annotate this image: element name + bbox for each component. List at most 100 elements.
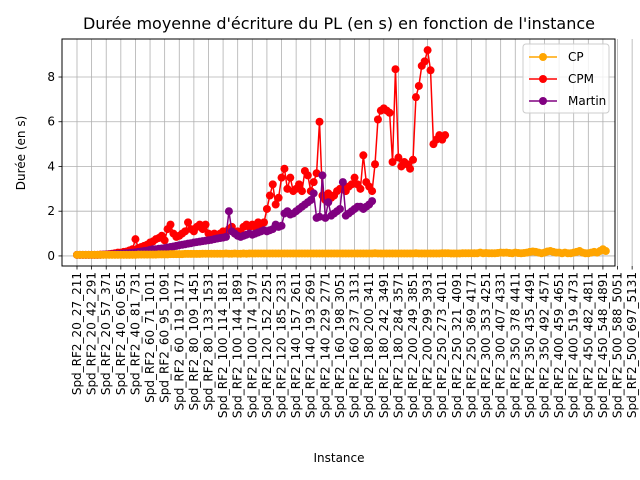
y-axis-label: Durée (en s) <box>14 116 28 191</box>
data-point <box>303 171 312 180</box>
data-point <box>297 187 306 196</box>
x-tick-label: Spd_RF2_20_27_211 <box>70 272 84 395</box>
data-point <box>274 193 283 202</box>
legend: CP CPM Martin <box>522 43 610 114</box>
x-tick-label: Spd_RF2_160_237_3131 <box>348 272 362 418</box>
x-axis: Spd_RF2_20_27_211 Spd_RF2_20_42_291 Spd_RF… <box>70 266 639 418</box>
y-tick-label: 6 <box>47 115 55 129</box>
x-tick-label: Spd_RF2_250_369_4171 <box>464 272 478 418</box>
x-tick-label: Spd_RF2_350_492_4571 <box>537 272 551 418</box>
data-point <box>324 198 333 207</box>
x-tick-label: Spd_RF2_40_81_731 <box>128 272 142 395</box>
x-tick-label: Spd_RF2_40_60_651 <box>114 272 128 395</box>
data-point <box>271 200 280 209</box>
x-tick-label: Spd_RF2_400_519_4731 <box>567 272 581 418</box>
x-tick-label: Spd_RF2_450_548_4891 <box>596 272 610 418</box>
x-tick-label: Spd_RF2_200_299_3931 <box>421 272 435 418</box>
legend-item: CP <box>529 50 584 64</box>
data-point <box>394 153 403 162</box>
legend-label: CP <box>568 50 584 64</box>
x-tick-label: Spd_RF2_180_242_3491 <box>377 272 391 418</box>
x-tick-label: Spd_RF2_180_284_3571 <box>391 272 405 418</box>
plot-frame <box>61 38 616 267</box>
y-tick-label: 0 <box>47 249 55 263</box>
legend-frame <box>522 43 610 114</box>
data-point <box>368 187 377 196</box>
grid <box>62 39 633 266</box>
x-tick-label: Spd_RF2_140_193_2691 <box>304 272 318 418</box>
data-point <box>309 189 318 198</box>
data-point <box>277 173 286 182</box>
data-point <box>423 46 432 55</box>
x-tick-label: Spd_RF2_100_144_1891 <box>231 272 245 418</box>
data-point <box>306 196 315 205</box>
data-point <box>318 171 327 180</box>
data-point <box>268 180 277 189</box>
x-tick-label: Spd_RF2_20_57_371 <box>99 272 113 395</box>
data-point <box>265 191 274 200</box>
data-point <box>414 81 423 90</box>
data-point <box>371 160 380 169</box>
x-tick-label: Spd_RF2_20_42_291 <box>85 272 99 395</box>
legend-label: CPM <box>568 72 594 86</box>
data-point <box>391 65 400 74</box>
x-tick-label: Spd_RF2_60_119_1171 <box>172 272 186 410</box>
data-point <box>222 232 231 241</box>
data-point <box>184 218 193 227</box>
x-axis-label: Instance <box>313 451 364 465</box>
data-point <box>295 180 304 189</box>
data-point <box>406 164 415 173</box>
x-tick-label: Spd_RF2_120_152_2251 <box>260 272 274 418</box>
data-point <box>385 108 394 117</box>
data-point <box>409 155 418 164</box>
data-point <box>166 220 175 229</box>
y-tick-label: 2 <box>47 204 55 218</box>
x-tick-label: Spd_RF2_180_200_3411 <box>362 272 376 418</box>
data-point <box>373 115 382 124</box>
data-point <box>359 151 368 160</box>
y-tick-label: 8 <box>47 70 55 84</box>
x-tick-label: Spd_RF2_60_71_1011 <box>143 272 157 403</box>
legend-label: Martin <box>568 94 606 108</box>
x-tick-label: Spd_RF2_250_321_4091 <box>450 272 464 418</box>
data-point <box>286 173 295 182</box>
x-tick-label: Spd_RF2_400_459_4651 <box>552 272 566 418</box>
data-point <box>160 236 169 245</box>
data-point <box>280 164 289 173</box>
chart-title: Durée moyenne d'écriture du PL (en s) en… <box>83 14 595 33</box>
x-tick-label: Spd_RF2_350_435_4491 <box>523 272 537 418</box>
x-tick-label: Spd_RF2_80_109_1451 <box>187 272 201 410</box>
legend-item: CPM <box>529 72 594 86</box>
legend-swatch-marker <box>539 75 547 83</box>
x-tick-label: Spd_RF2_200_249_3851 <box>406 272 420 418</box>
y-axis: 0 2 4 6 8 <box>47 70 62 263</box>
legend-swatch-marker <box>539 97 547 105</box>
data-point <box>335 204 344 213</box>
data-point <box>388 158 397 166</box>
x-tick-label: Spd_RF2_350_378_4411 <box>508 272 522 418</box>
x-tick-label: Spd_RF2_500_588_5051 <box>611 272 625 418</box>
x-tick-label: Spd_RF2_160_198_3051 <box>333 272 347 418</box>
x-tick-label: Spd_RF2_450_482_4811 <box>581 272 595 418</box>
legend-swatch-marker <box>539 53 547 61</box>
data-point <box>338 178 347 187</box>
x-tick-label: Spd_RF2_120_185_2331 <box>275 272 289 418</box>
data-point <box>347 180 356 189</box>
x-tick-label: Spd_RF2_100_174_1971 <box>245 272 259 418</box>
data-point <box>224 207 233 216</box>
x-tick-label: Spd_RF2_500_697_5131 <box>625 272 639 418</box>
data-point <box>441 131 450 140</box>
x-tick-label: Spd_RF2_100_114_1811 <box>216 272 230 418</box>
data-point <box>131 235 140 244</box>
data-point <box>411 93 420 102</box>
x-tick-label: Spd_RF2_140_229_2771 <box>318 272 332 418</box>
data-point <box>368 197 377 206</box>
series-cp <box>73 245 610 259</box>
x-tick-label: Spd_RF2_300_353_4251 <box>479 272 493 418</box>
x-tick-label: Spd_RF2_140_157_2611 <box>289 272 303 418</box>
data-point <box>259 218 268 227</box>
data-point <box>601 247 610 256</box>
x-tick-label: Spd_RF2_250_273_4011 <box>435 272 449 418</box>
series-layer <box>73 46 610 259</box>
y-tick-label: 4 <box>47 159 55 173</box>
